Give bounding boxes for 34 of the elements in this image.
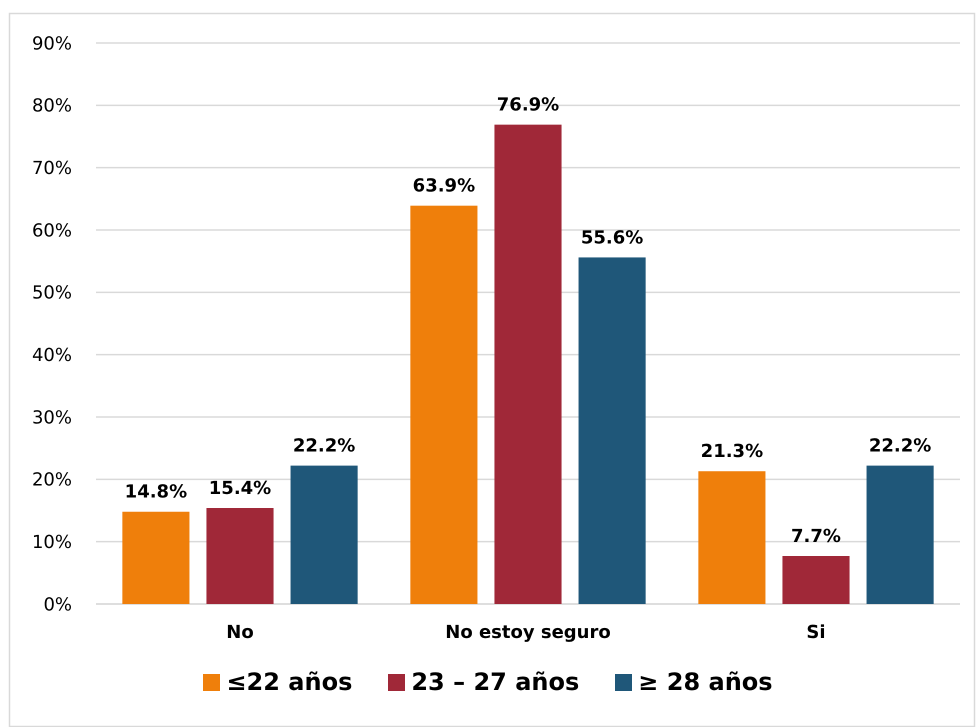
bar: [698, 471, 766, 604]
bar: [782, 556, 850, 604]
data-label: 76.9%: [496, 94, 560, 116]
bar: [494, 124, 562, 604]
data-label: 22.2%: [868, 436, 932, 457]
bar: [410, 206, 478, 604]
data-label: 63.9%: [412, 176, 476, 197]
y-tick-label: 60%: [32, 220, 72, 242]
y-tick-label: 30%: [32, 407, 72, 428]
y-tick-label: 20%: [32, 470, 72, 491]
legend-label: 23 – 27 años: [411, 668, 580, 696]
x-tick-label: No estoy seguro: [445, 622, 611, 643]
x-tick-label: No: [226, 622, 254, 643]
data-label: 14.8%: [124, 482, 188, 503]
y-tick-label: 0%: [43, 594, 72, 616]
y-tick-label: 50%: [32, 282, 72, 304]
y-tick-label: 90%: [32, 33, 72, 54]
y-tick-label: 10%: [32, 532, 72, 553]
data-label: 7.7%: [791, 526, 841, 548]
bar: [206, 508, 274, 604]
y-tick-label: 40%: [32, 344, 72, 366]
data-label: 15.4%: [208, 478, 272, 500]
bar: [290, 466, 358, 604]
bar: [578, 257, 646, 604]
bar: [866, 466, 934, 604]
data-label: 21.3%: [700, 441, 764, 462]
legend-label: ≥ 28 años: [638, 668, 773, 696]
y-tick-label: 70%: [32, 158, 72, 179]
y-tick-label: 80%: [32, 96, 72, 117]
data-label: 22.2%: [292, 436, 356, 457]
x-tick-label: Si: [806, 622, 826, 643]
data-label: 55.6%: [580, 227, 644, 248]
bar: [122, 512, 190, 604]
legend-label: ≤22 años: [226, 668, 352, 696]
